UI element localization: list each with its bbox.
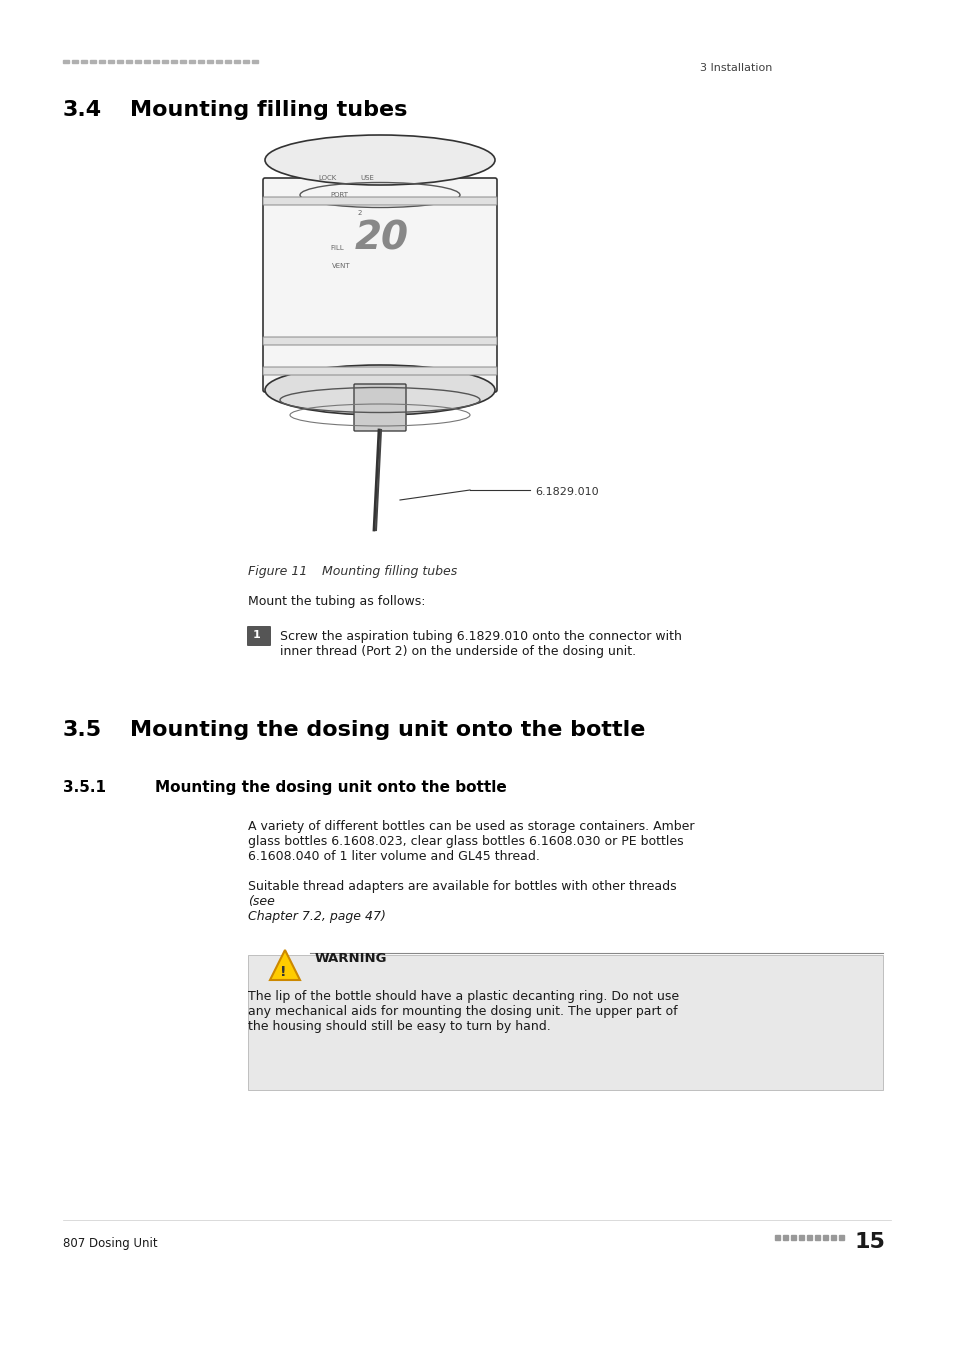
Text: 3.4: 3.4 [63, 100, 102, 120]
Bar [790, 1235, 795, 1241]
Text: 807 Dosing Unit: 807 Dosing Unit [63, 1237, 157, 1250]
FancyBboxPatch shape [263, 197, 497, 205]
Bar [215, 59, 222, 63]
FancyBboxPatch shape [248, 954, 882, 1089]
Bar [117, 59, 123, 63]
Bar [233, 59, 240, 63]
FancyBboxPatch shape [247, 626, 271, 647]
Bar [799, 1235, 803, 1241]
Bar [171, 59, 177, 63]
Bar [63, 59, 69, 63]
Bar [198, 59, 204, 63]
Text: Mounting filling tubes: Mounting filling tubes [310, 566, 456, 578]
Bar [135, 59, 141, 63]
Bar [71, 59, 78, 63]
Text: LOCK: LOCK [317, 176, 335, 181]
Ellipse shape [265, 135, 495, 185]
Bar [162, 59, 168, 63]
Text: USE: USE [359, 176, 374, 181]
Ellipse shape [265, 364, 495, 414]
Bar [830, 1235, 835, 1241]
Text: 3.5: 3.5 [63, 720, 102, 740]
Text: 6.1829.010: 6.1829.010 [535, 487, 598, 497]
Bar [81, 59, 87, 63]
Polygon shape [270, 950, 299, 980]
Bar [252, 59, 257, 63]
Bar [838, 1235, 843, 1241]
FancyBboxPatch shape [263, 178, 497, 392]
Bar [782, 1235, 787, 1241]
Bar [814, 1235, 820, 1241]
Text: FILL: FILL [330, 244, 343, 251]
Bar [822, 1235, 827, 1241]
Text: 20: 20 [355, 220, 409, 258]
Bar [225, 59, 231, 63]
Text: 3 Installation: 3 Installation [700, 63, 772, 73]
Text: 1: 1 [253, 630, 260, 640]
FancyBboxPatch shape [354, 383, 406, 431]
Bar [207, 59, 213, 63]
Text: PORT: PORT [330, 192, 348, 198]
Text: 2: 2 [357, 211, 362, 216]
Text: Mounting the dosing unit onto the bottle: Mounting the dosing unit onto the bottle [130, 720, 644, 740]
FancyBboxPatch shape [263, 338, 497, 346]
Text: WARNING: WARNING [314, 952, 387, 965]
Text: Mounting filling tubes: Mounting filling tubes [130, 100, 407, 120]
Bar [90, 59, 96, 63]
Bar [180, 59, 186, 63]
Bar [126, 59, 132, 63]
Bar [806, 1235, 811, 1241]
Text: The lip of the bottle should have a plastic decanting ring. Do not use
any mecha: The lip of the bottle should have a plas… [248, 990, 679, 1033]
Text: Mount the tubing as follows:: Mount the tubing as follows: [248, 595, 425, 608]
Text: 3.5.1: 3.5.1 [63, 780, 106, 795]
Bar [243, 59, 249, 63]
Text: Suitable thread adapters are available for bottles with other threads: Suitable thread adapters are available f… [248, 880, 679, 892]
Bar [189, 59, 194, 63]
Text: 15: 15 [854, 1233, 885, 1251]
Bar [108, 59, 113, 63]
Text: Mounting the dosing unit onto the bottle: Mounting the dosing unit onto the bottle [154, 780, 506, 795]
Text: A variety of different bottles can be used as storage containers. Amber
glass bo: A variety of different bottles can be us… [248, 819, 694, 863]
Bar [144, 59, 150, 63]
Bar [774, 1235, 780, 1241]
Text: Screw the aspiration tubing 6.1829.010 onto the connector with
inner thread (Por: Screw the aspiration tubing 6.1829.010 o… [280, 630, 681, 657]
Bar [99, 59, 105, 63]
Text: VENT: VENT [332, 263, 351, 269]
Text: Figure 11: Figure 11 [248, 566, 307, 578]
Text: (see
Chapter 7.2, page 47): (see Chapter 7.2, page 47) [248, 895, 385, 923]
Text: !: ! [279, 965, 286, 979]
Bar [152, 59, 159, 63]
FancyBboxPatch shape [263, 367, 497, 375]
